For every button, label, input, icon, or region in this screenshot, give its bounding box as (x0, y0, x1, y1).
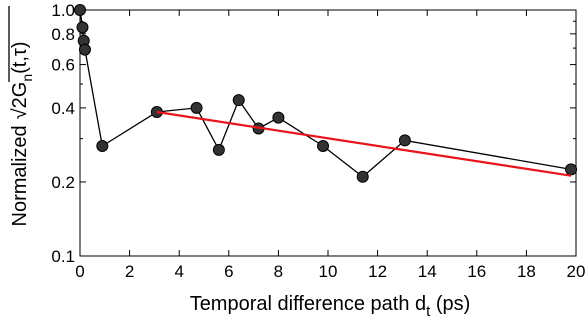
x-tick-label: 4 (174, 262, 183, 281)
data-point (78, 43, 91, 56)
x-tick-label: 6 (224, 262, 233, 281)
data-point (317, 139, 330, 152)
data-point (565, 163, 578, 176)
y-tick-label: 1.0 (51, 1, 75, 20)
x-tick-label: 14 (418, 262, 437, 281)
data-point (232, 94, 245, 107)
fit-line (156, 110, 572, 177)
x-tick-label: 0 (75, 262, 84, 281)
x-tick-label: 10 (319, 262, 338, 281)
data-line (79, 9, 572, 178)
svg-text:Normalized√2Gn(t,τ): Normalized√2Gn(t,τ) (9, 42, 35, 227)
data-point (272, 111, 285, 124)
x-tick-label: 2 (125, 262, 134, 281)
x-tick-label: 16 (467, 262, 486, 281)
data-point (356, 170, 369, 183)
x-axis-label: Temporal difference path dt (ps) (190, 293, 471, 320)
data-point (96, 139, 109, 152)
y-tick-label: 0.4 (51, 99, 75, 118)
x-tick-label: 18 (517, 262, 536, 281)
data-point (76, 21, 89, 34)
data-point (212, 143, 225, 156)
data-point (398, 134, 411, 147)
data-point (190, 101, 203, 114)
x-tick-label: 8 (274, 262, 283, 281)
x-tick-label: 12 (368, 262, 387, 281)
y-axis-label: Normalized√2Gn(t,τ) (8, 6, 35, 227)
data-point (74, 4, 86, 16)
y-tick-label: 0.2 (51, 173, 75, 192)
y-tick-label: 0.1 (51, 247, 75, 266)
y-tick-label: 0.8 (51, 25, 75, 44)
plot-frame (79, 9, 577, 257)
x-tick-label: 20 (567, 262, 585, 281)
y-tick-label: 0.6 (51, 56, 75, 75)
